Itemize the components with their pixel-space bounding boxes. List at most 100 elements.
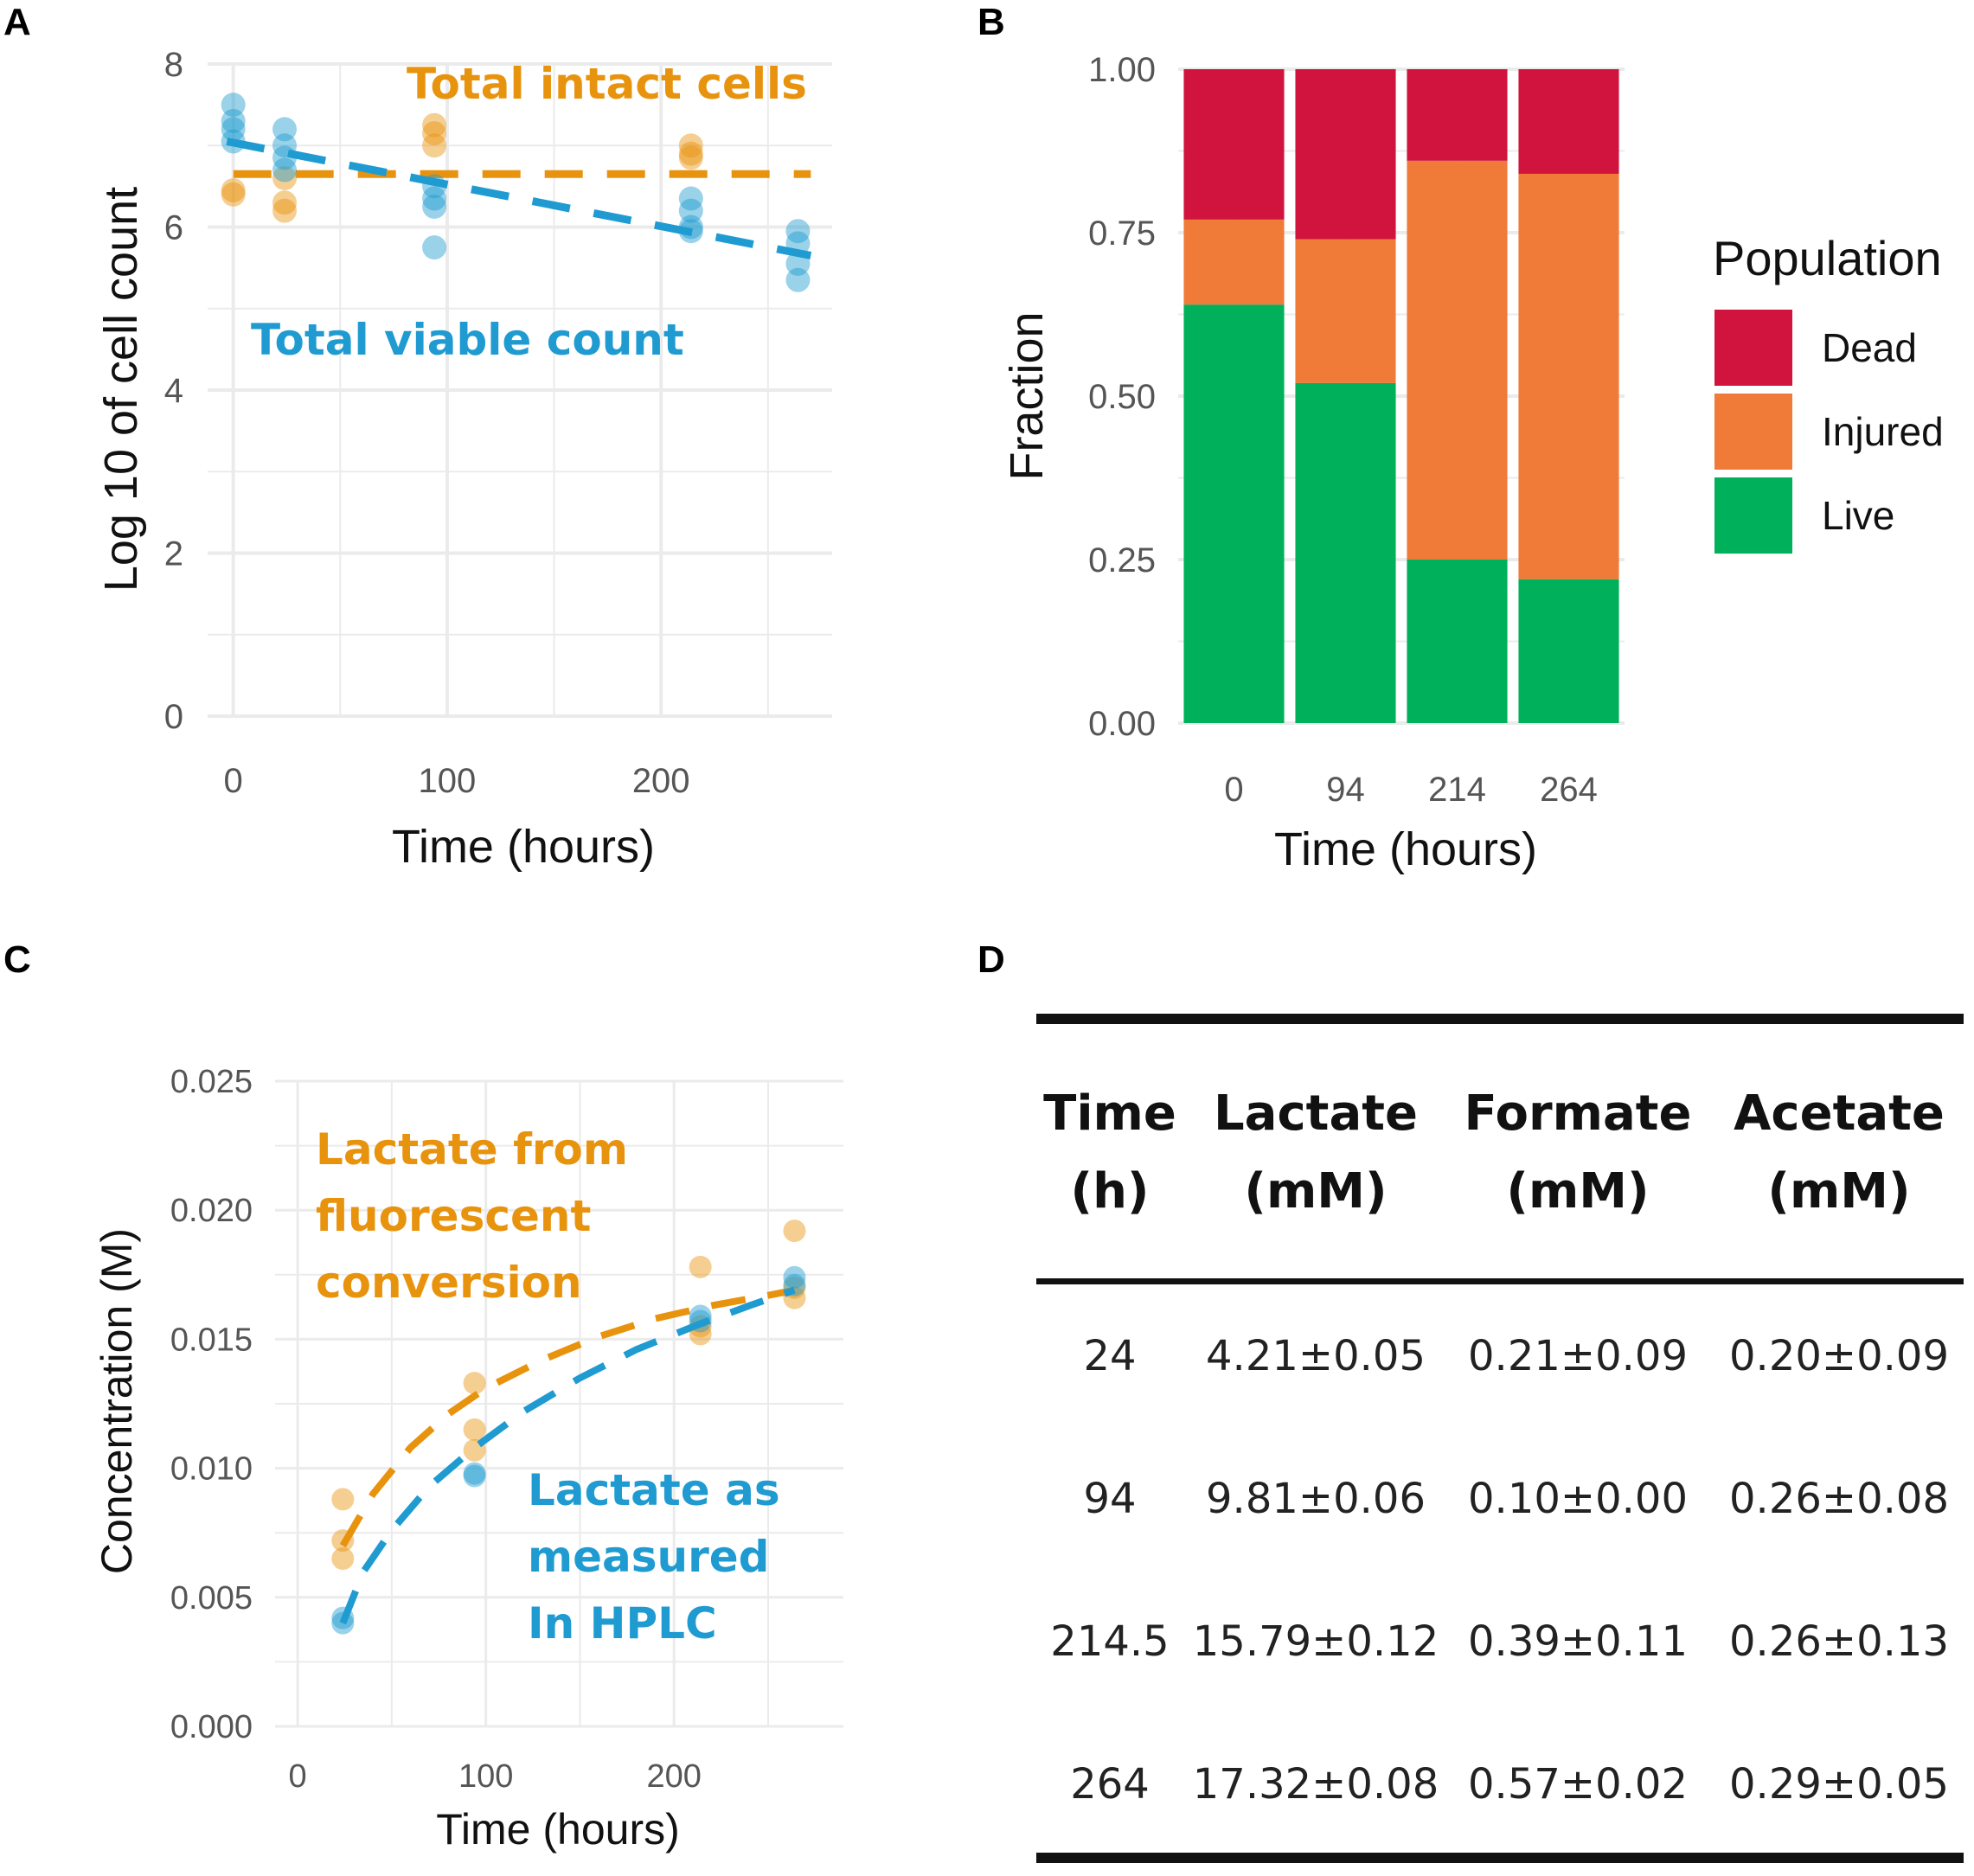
table-row: 214.5 15.79±0.12 0.39±0.11 0.26±0.13 — [1050, 1617, 1949, 1666]
annotation-line: In HPLC — [528, 1598, 717, 1649]
trend-line — [226, 138, 812, 259]
panel-b-x-ticks: 0 94 214 264 — [1224, 771, 1598, 809]
bar-live — [1295, 382, 1396, 723]
table-cell: 0.26±0.08 — [1729, 1475, 1949, 1523]
y-tick-label: 0.010 — [170, 1451, 253, 1488]
bar-injured — [1295, 239, 1396, 383]
panel-c-y-ticks: 0.000 0.005 0.010 0.015 0.020 0.025 — [170, 1064, 253, 1745]
trend-line — [339, 1286, 796, 1625]
y-tick-label: 0.020 — [170, 1193, 253, 1229]
panel-b-label: B — [977, 1, 1005, 43]
panel-c-x-ticks: 0 100 200 — [289, 1758, 702, 1795]
x-tick-label: 100 — [419, 762, 477, 800]
bar-injured — [1518, 173, 1619, 579]
table-cell: 0.57±0.02 — [1468, 1760, 1688, 1809]
annotation-line: fluorescent — [316, 1191, 591, 1241]
annotation-total-intact-cells: Total intact cells — [407, 59, 807, 109]
data-point — [331, 1547, 355, 1571]
table-row: 264 17.32±0.08 0.57±0.02 0.29±0.05 — [1070, 1760, 1949, 1809]
data-point — [422, 121, 447, 146]
data-point — [678, 198, 703, 223]
table-cell: 9.81±0.06 — [1206, 1475, 1426, 1523]
y-tick-label: 1.00 — [1088, 51, 1156, 89]
table-cell: 214.5 — [1050, 1617, 1169, 1666]
panel-a-grid — [208, 62, 832, 718]
y-tick-label: 0.005 — [170, 1580, 253, 1617]
table-row: 24 4.21±0.05 0.21±0.09 0.20±0.09 — [1083, 1332, 1949, 1380]
table-cell: 94 — [1083, 1475, 1136, 1523]
bar-live — [1518, 579, 1619, 723]
table-cell: 15.79±0.12 — [1193, 1617, 1439, 1666]
table-cell: 4.21±0.05 — [1206, 1332, 1426, 1380]
table-cell: 0.21±0.09 — [1468, 1332, 1688, 1380]
panel-c: C 0.000 0.005 0.010 0.015 0.020 0.025 0 100 200… — [3, 938, 843, 1854]
bar-live — [1183, 304, 1285, 723]
data-point — [678, 145, 703, 170]
data-point — [689, 1255, 712, 1278]
bar-dead — [1407, 69, 1508, 161]
data-point — [221, 182, 246, 207]
table-header-cell: Acetate — [1734, 1085, 1945, 1142]
annotation-line: conversion — [316, 1258, 582, 1308]
x-tick-label: 200 — [647, 1758, 702, 1795]
table-cell: 17.32±0.08 — [1193, 1760, 1439, 1809]
table-cell: 0.20±0.09 — [1729, 1332, 1949, 1380]
table-header-cell: (mM) — [1767, 1163, 1910, 1220]
bar-injured — [1407, 160, 1508, 560]
data-point — [785, 219, 811, 244]
legend-label-injured: Injured — [1822, 409, 1944, 454]
data-point — [422, 133, 447, 158]
data-point — [272, 198, 298, 223]
data-point — [272, 157, 298, 182]
y-tick-label: 0.25 — [1088, 541, 1156, 579]
data-point — [221, 117, 246, 142]
table-cell: 0.39±0.11 — [1468, 1617, 1688, 1666]
bar-dead — [1295, 69, 1396, 240]
y-tick-label: 0.75 — [1088, 214, 1156, 253]
data-point — [422, 194, 447, 219]
panel-a: A 0 2 4 6 8 0 100 200 Log 10 of cell count Tim… — [3, 1, 832, 873]
panel-a-label: A — [3, 1, 31, 43]
annotation-line: Lactate from — [316, 1124, 628, 1175]
trend-line — [339, 1286, 796, 1548]
data-point — [678, 186, 703, 211]
table-header-cell: Time — [1043, 1085, 1176, 1142]
annotation-lactate-fluorescent: Lactate from fluorescent conversion — [316, 1124, 628, 1308]
legend-swatch-live — [1714, 477, 1792, 554]
panel-a-x-label: Time (hours) — [392, 821, 655, 873]
data-point — [463, 1418, 486, 1441]
y-tick-label: 8 — [164, 46, 183, 84]
panel-b-bars — [1183, 69, 1619, 723]
y-tick-label: 4 — [164, 372, 183, 410]
x-tick-label: 264 — [1540, 771, 1598, 809]
x-tick-label: 0 — [224, 762, 243, 800]
annotation-lactate-hplc: Lactate as measured In HPLC — [528, 1465, 780, 1649]
table-cell: 24 — [1083, 1332, 1136, 1380]
legend: Population Dead Injured Live — [1713, 231, 1944, 554]
table-header: Time (h) Lactate (mM) Formate (mM) Acetate (mM) — [1043, 1085, 1945, 1220]
annotation-line: Lactate as — [528, 1465, 780, 1515]
data-point — [678, 133, 703, 158]
data-point — [785, 267, 811, 292]
panel-b-y-label: Fraction — [1001, 311, 1053, 480]
table-header-rule — [1036, 1278, 1964, 1284]
data-point — [422, 186, 447, 211]
table-cell: 264 — [1070, 1760, 1150, 1809]
data-point — [272, 190, 298, 215]
bar-dead — [1183, 69, 1285, 220]
table-row: 94 9.81±0.06 0.10±0.00 0.26±0.08 — [1083, 1475, 1949, 1523]
x-tick-label: 0 — [289, 1758, 307, 1795]
panel-c-grid — [275, 1079, 843, 1728]
panel-a-series — [221, 93, 812, 292]
x-tick-label: 100 — [458, 1758, 513, 1795]
panel-a-x-ticks: 0 100 200 — [224, 762, 690, 800]
panel-b: B 0.00 0.25 0.50 0.75 1.00 0 94 214 264 Fractio… — [977, 1, 1944, 875]
y-tick-label: 0.025 — [170, 1064, 253, 1100]
data-point — [422, 235, 447, 260]
data-point — [463, 1462, 486, 1485]
data-point — [678, 141, 703, 166]
data-point — [783, 1265, 806, 1289]
data-point — [221, 108, 246, 133]
y-tick-label: 0.00 — [1088, 705, 1156, 743]
